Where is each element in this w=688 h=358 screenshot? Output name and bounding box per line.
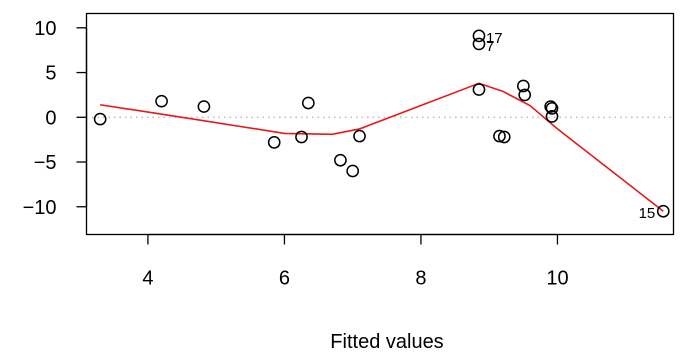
x-tick-label: 4	[142, 268, 153, 290]
y-tick-label: 5	[45, 63, 56, 85]
point-label: 7	[486, 38, 494, 55]
y-tick-label: 0	[45, 107, 56, 129]
plot-frame	[85, 12, 675, 236]
x-axis: 4 6 8 10	[142, 233, 569, 290]
data-point	[656, 204, 670, 218]
data-point	[295, 130, 308, 144]
y-tick-label: −5	[34, 152, 57, 174]
y-axis: −10 −5 0 5 10	[23, 18, 88, 219]
data-point	[155, 94, 168, 108]
data-point	[334, 153, 347, 167]
data-point	[518, 88, 532, 102]
data-point	[197, 100, 211, 113]
data-point	[353, 129, 366, 143]
point-label: 17	[486, 30, 503, 47]
data-point	[301, 96, 315, 110]
data-point	[346, 164, 360, 178]
y-tick-label: −10	[23, 197, 57, 219]
y-tick-label: 10	[34, 18, 56, 40]
data-point	[267, 135, 281, 149]
data-point	[472, 29, 486, 43]
points-group	[93, 29, 670, 218]
data-point	[497, 130, 511, 144]
smoother-group	[100, 82, 664, 212]
x-tick-label: 10	[546, 268, 568, 290]
data-point	[472, 83, 486, 96]
point-labels-group: 177 15	[486, 30, 655, 222]
data-point	[545, 110, 559, 123]
data-point	[544, 100, 557, 113]
data-point	[493, 129, 506, 143]
data-point	[93, 112, 107, 126]
smoother-line	[100, 82, 664, 212]
x-axis-title: Fitted values	[330, 331, 443, 353]
x-tick-label: 6	[279, 268, 290, 290]
x-tick-label: 8	[415, 268, 426, 290]
point-label: 15	[639, 205, 656, 222]
data-point	[516, 79, 530, 93]
data-point	[545, 101, 559, 115]
data-point	[472, 37, 486, 51]
